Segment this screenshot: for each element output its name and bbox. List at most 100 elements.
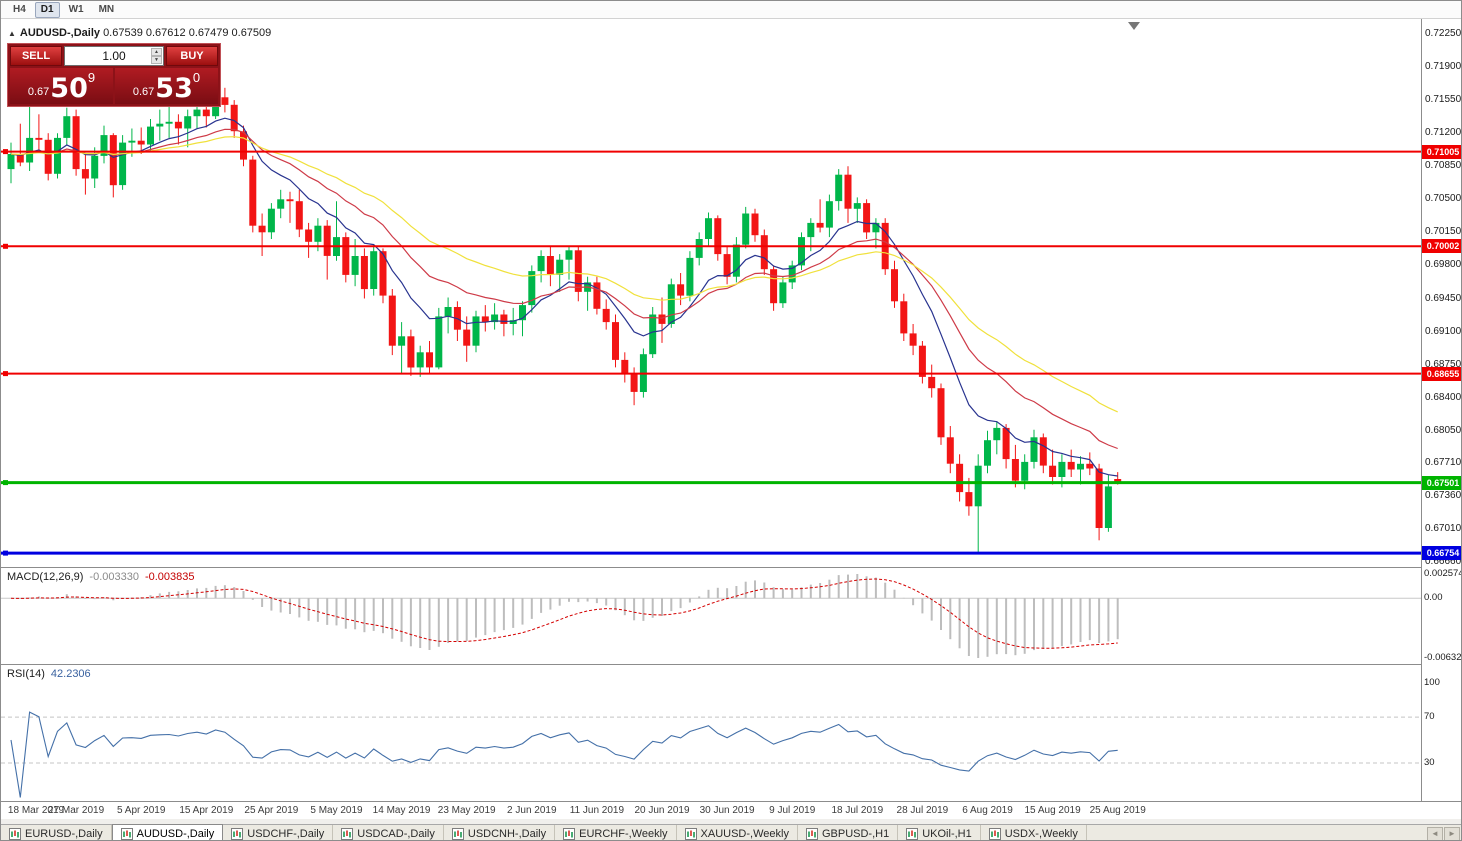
tab-label: GBPUSD-,H1 [821,827,890,840]
price-line-tag: 0.66754 [1422,546,1461,561]
axis-label: 0.67710 [1425,456,1462,468]
tab-label: AUDUSD-,Daily [136,827,215,840]
date-axis-label: 11 Jun 2019 [569,805,625,816]
tab-chart-icon [988,827,1001,840]
price-line-tag: 0.67501 [1422,475,1461,490]
chart-tab-usdx-weekly[interactable]: USDX-,Weekly [981,825,1087,840]
sell-price-prefix: 0.67 [27,86,50,98]
macd-panel[interactable]: MACD(12,26,9) -0.003330 -0.003835 [1,568,1421,664]
date-axis-label: 27 Mar 2019 [48,805,105,816]
chart-tab-usdchf-daily[interactable]: USDCHF-,Daily [223,825,334,840]
axis-label: 0.68050 [1425,424,1462,436]
chart-tab-xauusd-weekly[interactable]: XAUUSD-,Weekly [677,825,798,840]
candles [7,87,1122,553]
sell-price-big: 50 [50,73,88,104]
tab-label: USDCHF-,Daily [247,827,325,840]
chart-ohlc-values: 0.67539 0.67612 0.67479 0.67509 [103,27,272,39]
axis-label: 0.71200 [1425,127,1462,139]
one-click-trading-panel: SELL 1.00 ▲ ▼ BUY 0.67 50 9 0.67 [7,43,221,107]
chart-title: ▲ AUDUSD-,Daily 0.67539 0.67612 0.67479 0… [8,27,271,39]
collapse-panel-icon[interactable]: ▲ [8,29,16,38]
tab-chart-icon [906,827,919,840]
axis-label: 0.00 [1424,592,1443,604]
date-axis-label: 23 May 2019 [437,805,496,816]
timeframe-button-w1[interactable]: W1 [68,3,84,15]
sell-price-display[interactable]: 0.67 50 9 [10,68,113,104]
tab-label: USDCAD-,Daily [357,827,435,840]
date-axis-label: 30 Jun 2019 [699,805,755,816]
date-axis-label: 9 Jul 2019 [769,805,816,816]
axis-label: 0.70850 [1425,160,1462,172]
chart-tab-usdcad-daily[interactable]: USDCAD-,Daily [333,825,444,840]
volume-input[interactable]: 1.00 ▲ ▼ [64,46,164,66]
timeframe-button-mn[interactable]: MN [98,3,115,15]
date-axis-label: 2 Jun 2019 [507,805,557,816]
moving-average-lines [10,117,1118,477]
tab-chart-icon [451,827,464,840]
axis-label: 70 [1424,711,1435,723]
date-axis-label: 25 Aug 2019 [1089,805,1146,816]
tab-label: USDCNH-,Daily [467,827,547,840]
rsi-panel[interactable]: RSI(14) 42.2306 [1,665,1421,801]
pane-separator[interactable] [1,567,1461,568]
tab-chart-icon [805,827,818,840]
status-strip [1,819,1461,824]
tab-chart-icon [231,827,244,840]
macd-histogram [19,574,1119,658]
tab-scroll-left-button[interactable]: ◄ [1427,826,1443,840]
buy-price-display[interactable]: 0.67 53 0 [115,68,218,104]
tab-label: USDX-,Weekly [1004,827,1078,840]
axis-label: 0.70150 [1425,226,1462,238]
chart-tab-eurusd-daily[interactable]: EURUSD-,Daily [1,825,112,840]
buy-button[interactable]: BUY [166,46,218,66]
rsi-line [10,711,1118,798]
axis-label: 0.002574 [1424,568,1462,579]
date-axis-label: 28 Jul 2019 [896,805,949,816]
buy-price-pip: 0 [192,70,201,85]
date-axis-label: 18 Jul 2019 [831,805,884,816]
tab-scroll-right-button[interactable]: ► [1444,826,1460,840]
sell-button[interactable]: SELL [10,46,62,66]
date-axis-label: 25 Apr 2019 [244,805,299,816]
chart-tab-ukoil-h1[interactable]: UKOil-,H1 [898,825,981,840]
chart-tab-eurchf-weekly[interactable]: EURCHF-,Weekly [555,825,677,840]
date-axis-label: 20 Jun 2019 [634,805,690,816]
buy-price-big: 53 [155,73,193,104]
date-axis-label: 14 May 2019 [372,805,431,816]
axis-label: 0.72250 [1425,28,1462,39]
axis-label: 0.69800 [1425,259,1462,271]
axis-label: 0.66660 [1425,556,1462,567]
axis-label: -0.006326 [1424,652,1462,663]
buy-price-prefix: 0.67 [132,86,155,98]
timeframe-button-d1[interactable]: D1 [34,1,60,18]
main-chart-pane[interactable]: ▲ AUDUSD-,Daily 0.67539 0.67612 0.67479 0… [1,19,1421,567]
axis-label: 0.69100 [1425,325,1462,337]
date-axis-label: 5 May 2019 [310,805,363,816]
tab-label: EURUSD-,Daily [25,827,103,840]
tab-chart-icon [563,827,576,840]
horizontal-price-lines[interactable] [1,149,1421,556]
timeframe-button-h4[interactable]: H4 [13,3,26,15]
volume-down-icon[interactable]: ▼ [151,56,162,64]
chart-tab-audusd-daily[interactable]: AUDUSD-,Daily [111,824,224,840]
timeframe-toolbar: H4 D1 W1 MN [1,1,1461,19]
pane-separator[interactable] [1,664,1461,665]
axis-label: 0.68400 [1425,391,1462,403]
volume-up-icon[interactable]: ▲ [151,48,162,56]
date-axis-label: 6 Aug 2019 [962,805,1013,816]
price-line-tag: 0.68655 [1422,366,1461,381]
date-axis-line [1,801,1461,802]
chart-tab-bar: EURUSD-,Daily AUDUSD-,Daily USDCHF-,Daily U… [1,824,1461,840]
chart-shift-marker[interactable] [1128,22,1140,30]
chart-tab-usdcnh-daily[interactable]: USDCNH-,Daily [444,825,556,840]
date-axis-label: 15 Aug 2019 [1024,805,1081,816]
tab-label: UKOil-,H1 [922,827,972,840]
axis-label: 0.71550 [1425,94,1462,106]
axis-label: 0.69450 [1425,292,1462,304]
chart-tab-gbpusd-h1[interactable]: GBPUSD-,H1 [798,825,899,840]
axis-label: 0.70500 [1425,193,1462,205]
volume-value: 1.00 [102,49,126,63]
axis-label: 0.71900 [1425,61,1462,73]
axis-label: 100 [1424,676,1440,688]
